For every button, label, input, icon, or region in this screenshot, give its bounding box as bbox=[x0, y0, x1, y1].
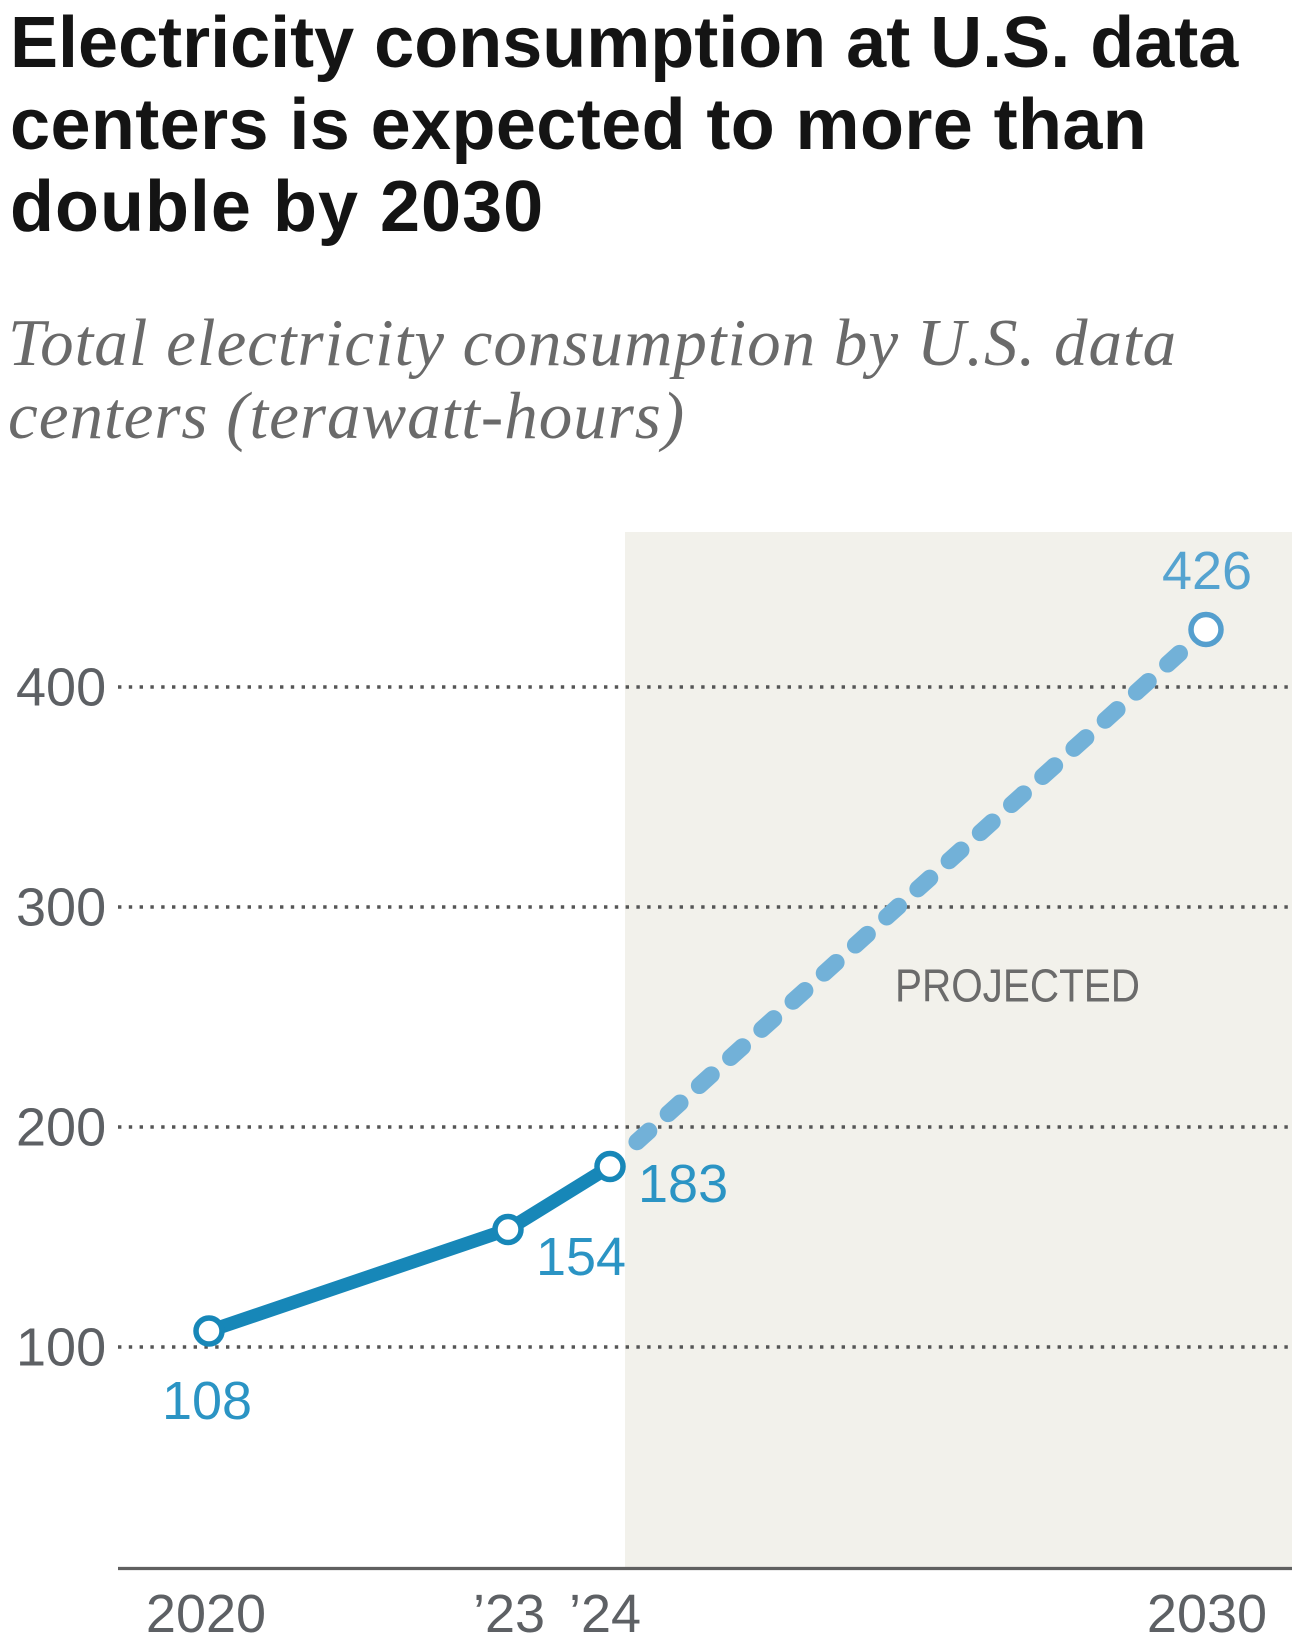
svg-text:’24: ’24 bbox=[569, 1584, 641, 1644]
svg-text:154: 154 bbox=[536, 1227, 626, 1287]
svg-text:PROJECTED: PROJECTED bbox=[895, 960, 1140, 1012]
svg-text:Electricity consumption at U.S: Electricity consumption at U.S. data bbox=[10, 3, 1239, 83]
svg-text:2030: 2030 bbox=[1147, 1584, 1267, 1644]
svg-text:’23: ’23 bbox=[473, 1584, 545, 1644]
svg-text:426: 426 bbox=[1162, 541, 1252, 601]
svg-text:centers (terawatt-hours): centers (terawatt-hours) bbox=[8, 379, 685, 453]
svg-text:183: 183 bbox=[638, 1154, 728, 1214]
svg-text:108: 108 bbox=[162, 1371, 252, 1431]
svg-text:double by 2030: double by 2030 bbox=[10, 167, 544, 247]
svg-text:100: 100 bbox=[16, 1318, 106, 1378]
svg-text:Total electricity consumption: Total electricity consumption by U.S. da… bbox=[8, 306, 1177, 380]
svg-text:400: 400 bbox=[16, 658, 106, 718]
svg-text:300: 300 bbox=[16, 878, 106, 938]
svg-text:2020: 2020 bbox=[146, 1584, 266, 1644]
svg-text:centers is expected to more th: centers is expected to more than bbox=[10, 85, 1147, 165]
svg-text:200: 200 bbox=[16, 1098, 106, 1158]
